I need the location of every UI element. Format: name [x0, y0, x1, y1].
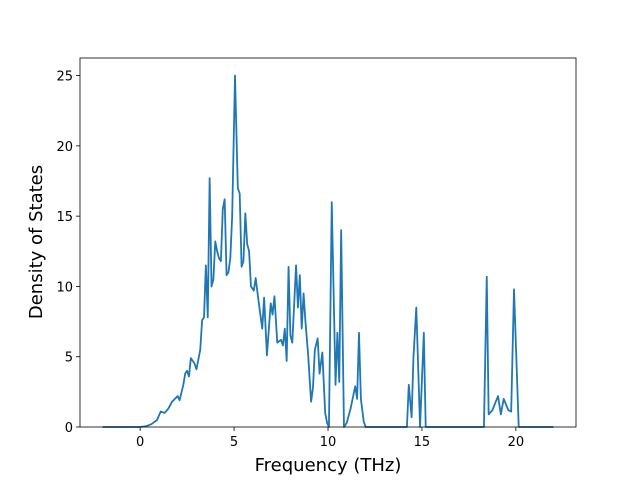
y-tick-label: 5: [65, 351, 73, 366]
y-axis-label: Density of States: [26, 165, 47, 319]
x-axis-label: Frequency (THz): [255, 455, 402, 476]
x-tick-label: 15: [414, 435, 431, 450]
y-tick-label: 10: [56, 280, 73, 295]
axes-frame: [79, 57, 577, 428]
dos-line: [102, 74, 554, 428]
y-tick-label: 15: [56, 210, 73, 225]
x-tick-label: 0: [136, 435, 144, 450]
x-tick-label: 10: [320, 435, 337, 450]
x-tick-label: 20: [508, 435, 525, 450]
y-tick-label: 0: [65, 421, 73, 436]
y-tick-label: 25: [56, 70, 73, 85]
y-tick-label: 20: [56, 140, 73, 155]
x-tick-label: 5: [230, 435, 238, 450]
